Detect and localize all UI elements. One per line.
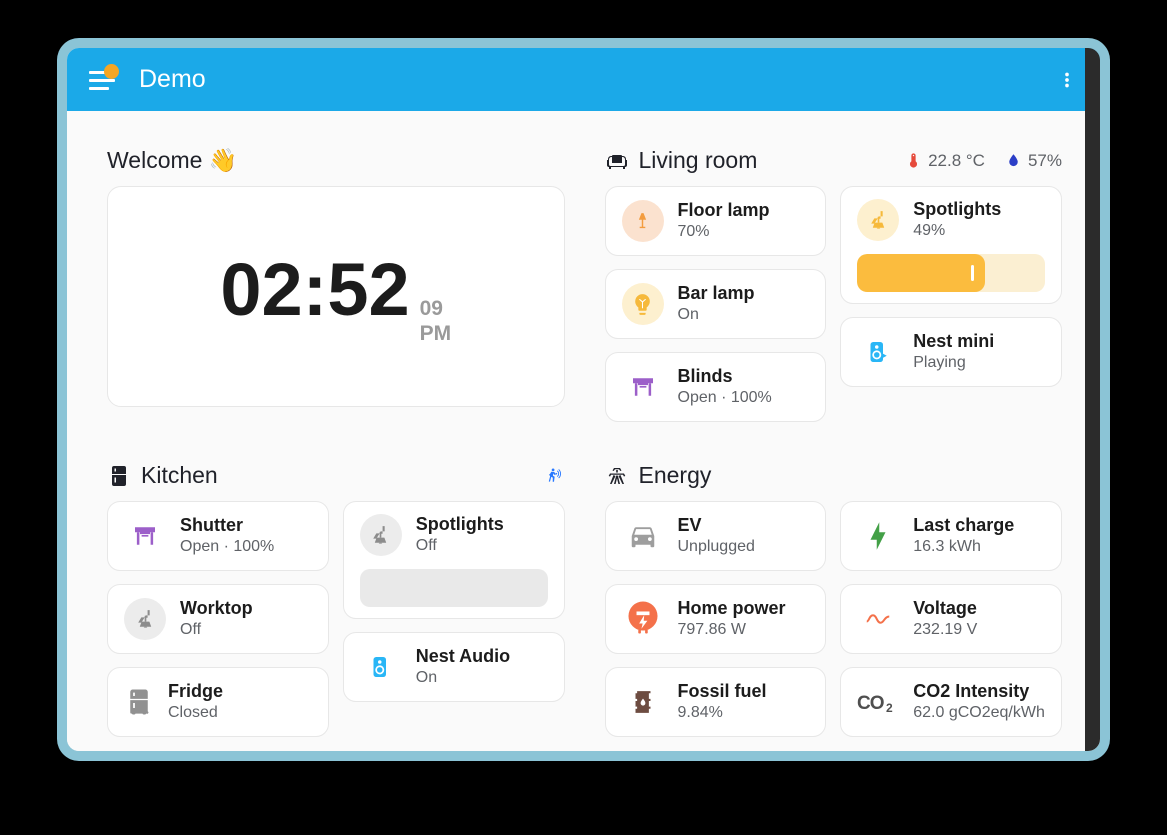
svg-text:2: 2 — [886, 701, 893, 714]
svg-text:CO: CO — [857, 693, 884, 714]
